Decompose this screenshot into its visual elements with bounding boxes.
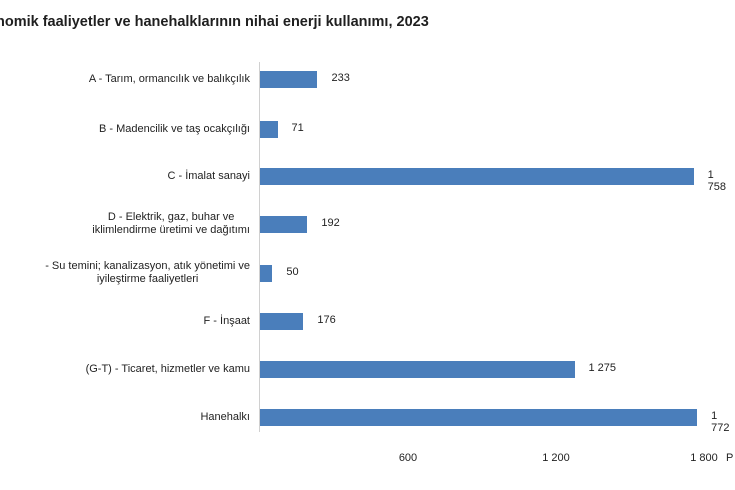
bar-value-label: 1 772 bbox=[711, 410, 730, 434]
category-label: Hanehalkı bbox=[200, 410, 250, 423]
category-label: F - İnşaat bbox=[203, 314, 250, 327]
bar-value-label: 233 bbox=[331, 72, 350, 84]
bar-value-label: 176 bbox=[317, 314, 336, 326]
bar-value-label: 50 bbox=[286, 266, 299, 278]
bar bbox=[260, 312, 304, 330]
bar bbox=[260, 408, 698, 426]
category-label: C - İmalat sanayi bbox=[167, 169, 250, 182]
category-label: A - Tarım, ormancılık ve balıkçılık bbox=[88, 72, 250, 85]
x-tick-label: 1 200 bbox=[542, 452, 570, 464]
bar bbox=[260, 70, 318, 88]
x-tick-label: 1 800 bbox=[690, 452, 718, 464]
bar-value-label: 71 bbox=[291, 122, 304, 134]
y-axis-line bbox=[259, 62, 260, 432]
category-label: B - Madencilik ve taş ocakçılığı bbox=[98, 122, 250, 135]
bar bbox=[260, 360, 575, 378]
category-label: - Su temini; kanalizasyon, atık yönetimi… bbox=[45, 260, 250, 285]
bar bbox=[260, 167, 694, 185]
bar-value-label: 1 758 bbox=[707, 169, 726, 193]
category-label: D - Elektrik, gaz, buhar ve iklimlendirm… bbox=[92, 211, 250, 236]
chart-title: nomik faaliyetler ve hanehalklarının nih… bbox=[0, 14, 429, 30]
x-tick-label: 600 bbox=[398, 452, 418, 464]
bar-value-label: 1 275 bbox=[588, 362, 617, 374]
bar-value-label: 192 bbox=[321, 217, 340, 229]
bar bbox=[260, 264, 273, 282]
category-label: (G-T) - Ticaret, hizmetler ve kamu bbox=[85, 362, 250, 375]
bar bbox=[260, 215, 308, 233]
x-unit-label: P bbox=[726, 452, 734, 464]
bar bbox=[260, 120, 278, 138]
